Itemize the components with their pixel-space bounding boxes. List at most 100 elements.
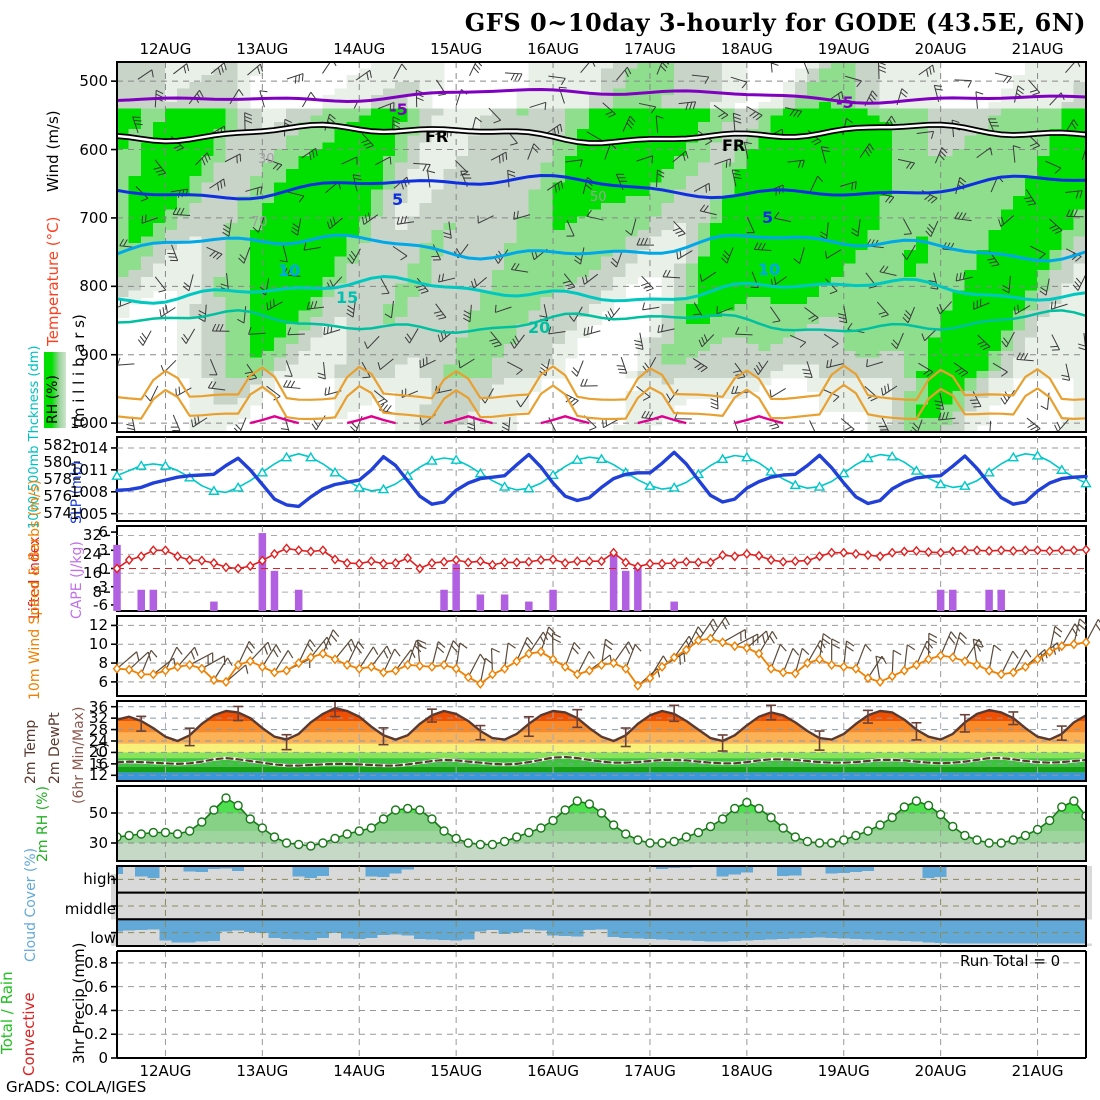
rh2m-ytick-50: 50 (88, 804, 108, 822)
panel-cloud-cover (110, 865, 1093, 947)
thickness-ytick-574: 574 (43, 503, 72, 522)
isotherm-label-2: FR (425, 127, 449, 146)
top-tick-20aug: 20AUG (914, 40, 967, 58)
upper-temperature-label: Temperature (°C) (44, 216, 62, 346)
precip-ytick-0: 0.8 (84, 953, 108, 972)
precip-total-rain-label: Total / Rain (0, 971, 16, 1054)
panel-temp2m (111, 700, 1087, 782)
rh2m-ytick-30: 30 (88, 834, 108, 852)
isotherm-label-9: 20 (528, 318, 551, 337)
cape-label: CAPE (J/kg) (69, 541, 85, 619)
top-tick-19aug: 19AUG (817, 40, 870, 58)
panel-upper-air (111, 61, 1087, 433)
dewpt2m-label: 2m DewPt (47, 712, 63, 784)
top-tick-13aug: 13AUG (236, 40, 289, 58)
thickness-markers (111, 450, 1092, 495)
isotherm-label-0: -5 (390, 100, 408, 119)
temp2m-ytick-12: 12 (88, 766, 108, 785)
li-ytick-4: 6 (98, 523, 108, 542)
wind10m-ytick-12: 12 (88, 616, 108, 635)
panel-lifted-index-cape (104, 525, 1091, 612)
bottom-tick-15aug: 15AUG (430, 1062, 483, 1080)
bottom-tick-21aug: 21AUG (1011, 1062, 1064, 1080)
top-tick-14aug: 14AUG (333, 40, 386, 58)
temp2m-ytick-28: 28 (88, 720, 108, 739)
temp2m-ytick-32: 32 (88, 709, 108, 728)
li-ytick-1: -3 (93, 577, 108, 596)
precip-ytick-3: 0.2 (84, 1025, 108, 1044)
bottom-tick-16aug: 16AUG (527, 1062, 580, 1080)
bottom-tick-12aug: 12AUG (139, 1062, 192, 1080)
rh-legend-swatch: RH (%) (44, 352, 66, 428)
grads-credit: GrADS: COLA/IGES (6, 1078, 147, 1096)
lifted-index-markers (112, 543, 1091, 574)
isotherm-label-10: 30 (258, 152, 275, 167)
temp2m-label: 2m Temp (23, 719, 39, 784)
precip-convective-label: Convective (20, 992, 38, 1076)
cloud-row-low-label: low (90, 929, 116, 947)
minmax-label: (6hr Min/Max) (71, 706, 87, 804)
isotherm-label-4: 5 (392, 190, 404, 209)
cape-ytick-24: 24 (82, 545, 102, 564)
isotherm-label-11: 50 (590, 190, 607, 205)
top-tick-15aug: 15AUG (430, 40, 483, 58)
wind10m-ytick-10: 10 (88, 635, 108, 654)
temp2m-ytick-36: 36 (88, 697, 108, 716)
isotherm-label-12: 70 (251, 215, 268, 230)
bottom-tick-14aug: 14AUG (333, 1062, 386, 1080)
precip-ytick-4: 0 (98, 1049, 108, 1067)
cape-ytick-16: 16 (82, 564, 102, 583)
top-tick-16aug: 16AUG (527, 40, 580, 58)
li-ytick-2: 0 (98, 559, 108, 578)
upper-ytick-1000: 1000 (69, 414, 108, 433)
cloud-row-low (110, 929, 1093, 946)
slp-ytick-1011: 1011 (69, 460, 108, 479)
li-ytick-0: -6 (93, 595, 108, 614)
top-tick-12aug: 12AUG (139, 40, 192, 58)
cloud-row-high-label: high (83, 870, 116, 888)
isotherm-label-5: 5 (762, 208, 774, 227)
top-tick-18aug: 18AUG (720, 40, 773, 58)
li-ytick-3: 3 (98, 541, 108, 560)
thickness-ytick-576: 576 (43, 486, 72, 505)
isotherm-label-7: 10 (758, 260, 781, 279)
bottom-tick-18aug: 18AUG (720, 1062, 773, 1080)
upper-ytick-700: 700 (79, 208, 108, 227)
cloud-cover-label: Cloud Cover (%) (23, 847, 39, 962)
panel-wind10m (111, 615, 1100, 697)
wind10m-ytick-8: 8 (98, 654, 108, 673)
run-total-annotation: Run Total = 0 (960, 952, 1061, 970)
bottom-tick-17aug: 17AUG (623, 1062, 676, 1080)
wind10m-speed-label: 10m Wind Speed & Barbs (m/s) (27, 479, 43, 700)
upper-ytick-900: 900 (79, 345, 108, 364)
panel-thickness-slp (74, 436, 1092, 522)
bottom-tick-20aug: 20AUG (914, 1062, 967, 1080)
slp-ytick-1014: 1014 (69, 438, 108, 457)
isotherm-label-3: FR (722, 136, 746, 155)
panel-rh2m (111, 785, 1087, 862)
thickness-ytick-582: 582 (43, 436, 72, 455)
cloud-row-middle-label: middle (64, 900, 116, 918)
page-title: GFS 0~10day 3-hourly for GODE (43.5E, 6N… (464, 8, 1086, 37)
panel-precip (111, 950, 1087, 1059)
cape-ytick-32: 32 (82, 526, 102, 545)
upper-wind-label: Wind (m/s) (44, 110, 62, 192)
upper-ytick-500: 500 (79, 72, 108, 91)
cape-bars (113, 533, 1005, 611)
top-tick-17aug: 17AUG (623, 40, 676, 58)
isotherm-label-1: -5 (836, 93, 854, 112)
isotherm-label-8: 15 (336, 288, 359, 307)
rh2m-markers (117, 793, 1086, 851)
cloud-row-high (110, 866, 1093, 893)
slp-ytick-1005: 1005 (69, 504, 108, 523)
temp2m-minmax-bars (136, 701, 1067, 752)
upper-ytick-600: 600 (79, 140, 108, 159)
temp2m-ytick-20: 20 (88, 743, 108, 762)
precip-ytick-1: 0.6 (84, 977, 108, 996)
thickness-ytick-580: 580 (43, 453, 72, 472)
top-tick-21aug: 21AUG (1011, 40, 1064, 58)
isotherm-label-6: 10 (278, 261, 301, 280)
wind10m-markers (112, 633, 1091, 691)
precip-ytick-2: 0.4 (84, 1001, 108, 1020)
